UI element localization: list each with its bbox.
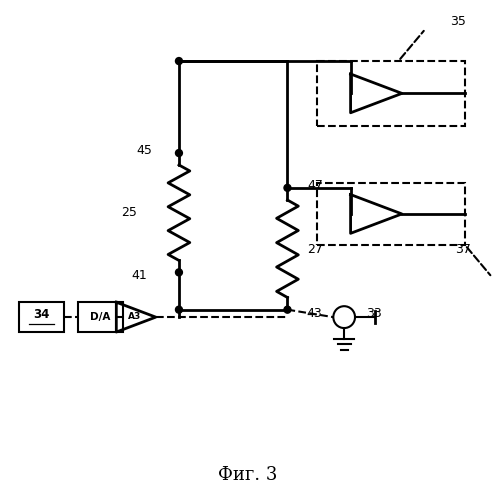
Text: 27: 27 — [307, 244, 323, 256]
Circle shape — [176, 306, 183, 313]
Text: 37: 37 — [455, 244, 471, 256]
Circle shape — [176, 58, 183, 64]
Text: 35: 35 — [450, 15, 466, 28]
Text: D/A: D/A — [90, 312, 111, 322]
Circle shape — [284, 306, 291, 313]
Text: 43: 43 — [306, 307, 322, 320]
Text: 45: 45 — [136, 144, 152, 157]
Circle shape — [284, 184, 291, 192]
Text: 34: 34 — [33, 308, 50, 320]
Text: Фиг. 3: Фиг. 3 — [218, 466, 278, 483]
Text: A3: A3 — [128, 312, 141, 320]
Text: 47: 47 — [307, 179, 323, 192]
Text: 25: 25 — [121, 206, 137, 219]
Circle shape — [176, 150, 183, 156]
Circle shape — [176, 269, 183, 276]
Text: 41: 41 — [131, 270, 147, 282]
Text: 33: 33 — [367, 307, 382, 320]
